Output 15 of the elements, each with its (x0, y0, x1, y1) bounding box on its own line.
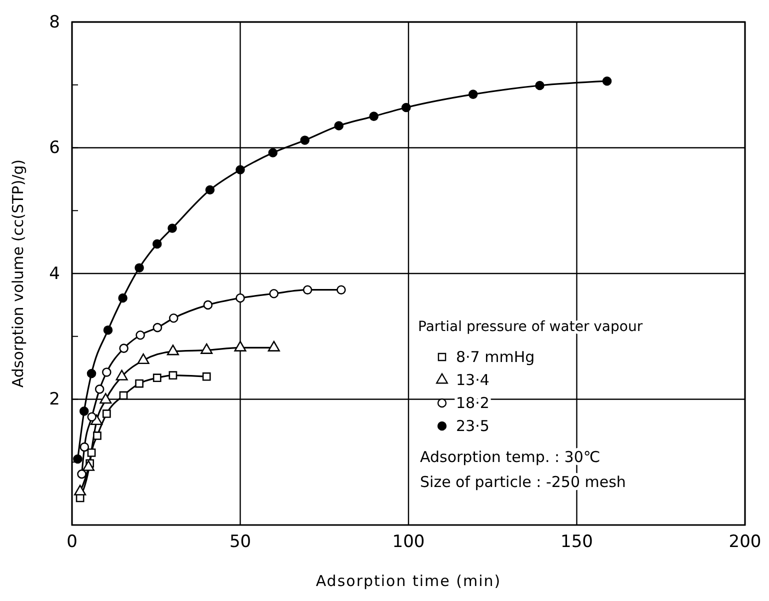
x-axis-title: Adsorption time (min) (316, 572, 502, 590)
legend-label: 8·7 mmHg (456, 348, 535, 366)
y-tick-label: 4 (49, 264, 60, 284)
y-tick-label: 6 (49, 138, 60, 158)
x-tick-label: 200 (728, 532, 762, 552)
legend-label: 23·5 (456, 417, 490, 435)
y-tick-label: 2 (49, 390, 60, 410)
y-tick-label: 8 (49, 12, 60, 32)
x-tick-label: 100 (392, 532, 425, 552)
legend-label: 13·4 (456, 371, 490, 389)
y-axis-title: Adsorption volume (cc(STP)/g) (9, 159, 27, 388)
legend-label: 18·2 (456, 394, 490, 412)
x-tick-label: 150 (560, 532, 593, 552)
x-tick-label: 0 (66, 532, 78, 552)
x-tick-label: 50 (229, 532, 252, 552)
